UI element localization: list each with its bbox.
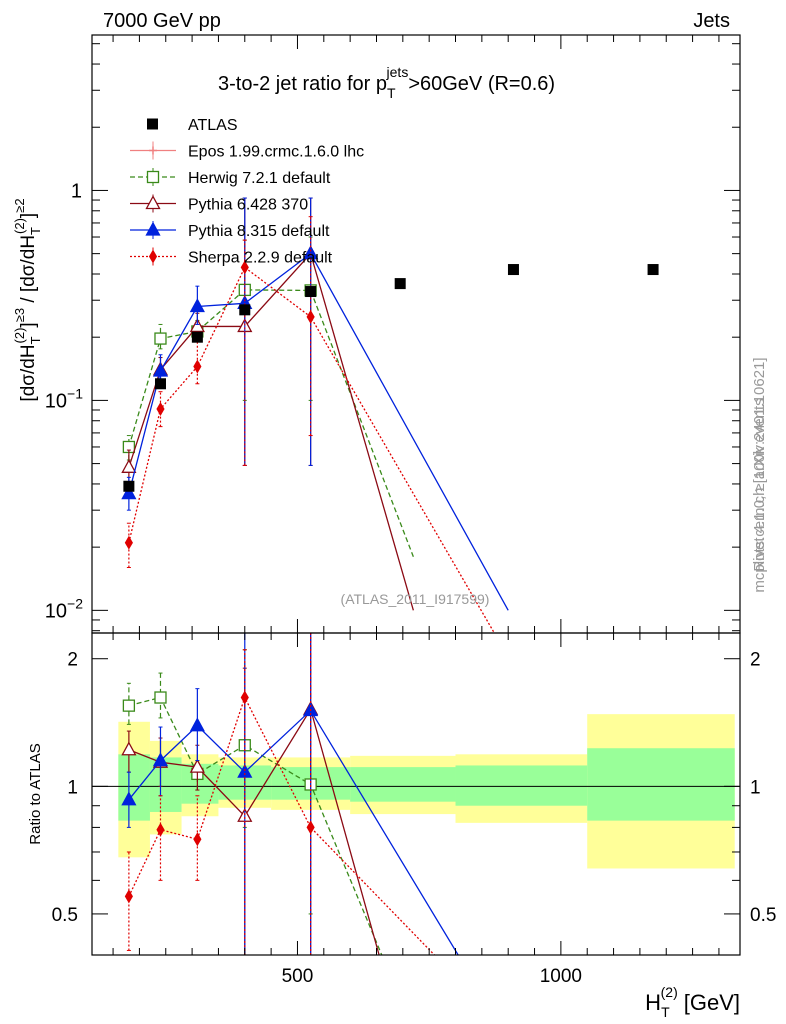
data-point [121,458,137,473]
atlas-point [154,378,166,390]
series-line [128,266,496,633]
ratio-line [128,695,435,955]
legend-marker [149,146,157,155]
legend-marker [145,195,161,210]
uncertainty-bands [118,714,735,869]
data-point [193,359,202,374]
data-point [189,298,205,313]
ratio-frame [91,632,741,956]
ratio-tick-label: 2 [67,650,78,671]
series-line [128,289,414,557]
svg-text:mcplots.cern.ch [arXiv:2401.10: mcplots.cern.ch [arXiv:2401.10621] [751,357,768,592]
y-axis-label: [dσ/dHT(2)]≥3 / [dσ/dHT(2)]≥2 [12,198,43,401]
ratio-point [152,752,169,767]
legend-marker [145,221,161,236]
ratio-point [122,699,136,712]
data-point [240,260,249,275]
data-point [189,318,205,333]
ratio-point [154,691,167,704]
ratio-y-label: Ratio to ATLAS [27,743,44,844]
y-tick-label: 10−2 [45,595,83,622]
legend-label: Pythia 8.315 default [188,223,330,240]
data-point [154,332,167,345]
legend-entry: Epos 1.99.crmc.1.6.0 lhc [130,141,364,161]
legend-label: Herwig 7.2.1 default [188,170,331,187]
atlas-point [394,278,406,290]
legend: ATLAS Epos 1.99.crmc.1.6.0 lhc Herwig 7.2.… [130,117,364,267]
legend-label: Epos 1.99.crmc.1.6.0 lhc [188,144,364,161]
ratio-point [156,822,165,837]
atlas-point [239,304,251,316]
legend-label: Sherpa 2.2.9 default [188,250,333,267]
ratio-tick-label-right: 2 [750,650,761,671]
data-layer [123,264,659,492]
atlas-point [507,264,519,276]
legend-marker [146,170,160,184]
data-point [306,309,315,324]
band-inner [455,765,588,806]
legend-entry: ATLAS [147,117,238,134]
ratio-series [121,633,459,955]
ratio-line [128,707,380,955]
series-layer [121,197,509,955]
mcplots-label: mcplots.cern.ch [arXiv:2401.10621] [751,357,768,592]
watermark: (ATLAS_2011_I917599) [341,591,490,607]
ratio-tick-label-right: 1 [750,777,761,798]
y-tick-label: 10−1 [45,385,83,412]
y-tick-label: 1 [71,180,82,202]
rivet-label: Rivet 4.1.0, ≥ 100k events [751,398,768,571]
ratio-tick-label: 0.5 [52,905,78,926]
header-left: 7000 GeV pp [103,10,221,32]
ratio-line [128,709,459,955]
atlas-point [123,480,135,492]
x-axis-label: HT(2) [GeV] [645,984,740,1020]
x-tick-label: 500 [282,966,314,987]
ratio-point [121,791,137,806]
main-series [121,197,509,633]
ratio-point [240,690,249,705]
data-point [121,485,137,500]
data-point [152,362,169,377]
header-right: Jets [693,10,730,32]
atlas-point [305,286,317,298]
chart-title: 3-to-2 jet ratio for pTjets>60GeV (R=0.6… [218,64,555,101]
ratio-point [306,820,315,835]
legend-entry: Sherpa 2.2.9 default [130,247,333,267]
axes: 500 1000 10−2 10−1 1 0.5 0.5 1 1 2 2 [45,35,776,987]
legend-marker [148,249,158,264]
ratio-point [193,832,202,847]
ratio-point [189,758,205,773]
ratio-point [124,889,133,904]
ratio-tick-label: 1 [67,777,78,798]
x-tick-label: 1000 [540,966,582,987]
band-inner [350,767,456,802]
series-line [128,252,509,611]
legend-entry: Herwig 7.2.1 default [130,168,331,187]
atlas-point [647,264,659,276]
data-point [124,535,133,550]
svg-text:Ratio to ATLAS: Ratio to ATLAS [27,743,44,844]
svg-text:Rivet 4.1.0, ≥ 100k events: Rivet 4.1.0, ≥ 100k events [751,398,768,571]
data-point [156,401,165,416]
legend-entry: Pythia 8.315 default [130,221,330,240]
legend-label: Pythia 6.428 370 [188,197,308,214]
legend-label: ATLAS [188,117,238,134]
ratio-point [189,717,205,732]
legend-marker [147,118,158,130]
band-inner [587,748,735,821]
atlas-point [191,331,203,343]
ratio-point [121,741,137,756]
legend-entry: Pythia 6.428 370 [130,194,308,214]
band-inner [118,754,150,821]
ratio-tick-label-right: 0.5 [750,905,776,926]
series-line [128,252,414,611]
svg-text:[dσ/dHT(2)]≥3 / [dσ/dHT(2)]≥2: [dσ/dHT(2)]≥3 / [dσ/dHT(2)]≥2 [12,198,43,401]
